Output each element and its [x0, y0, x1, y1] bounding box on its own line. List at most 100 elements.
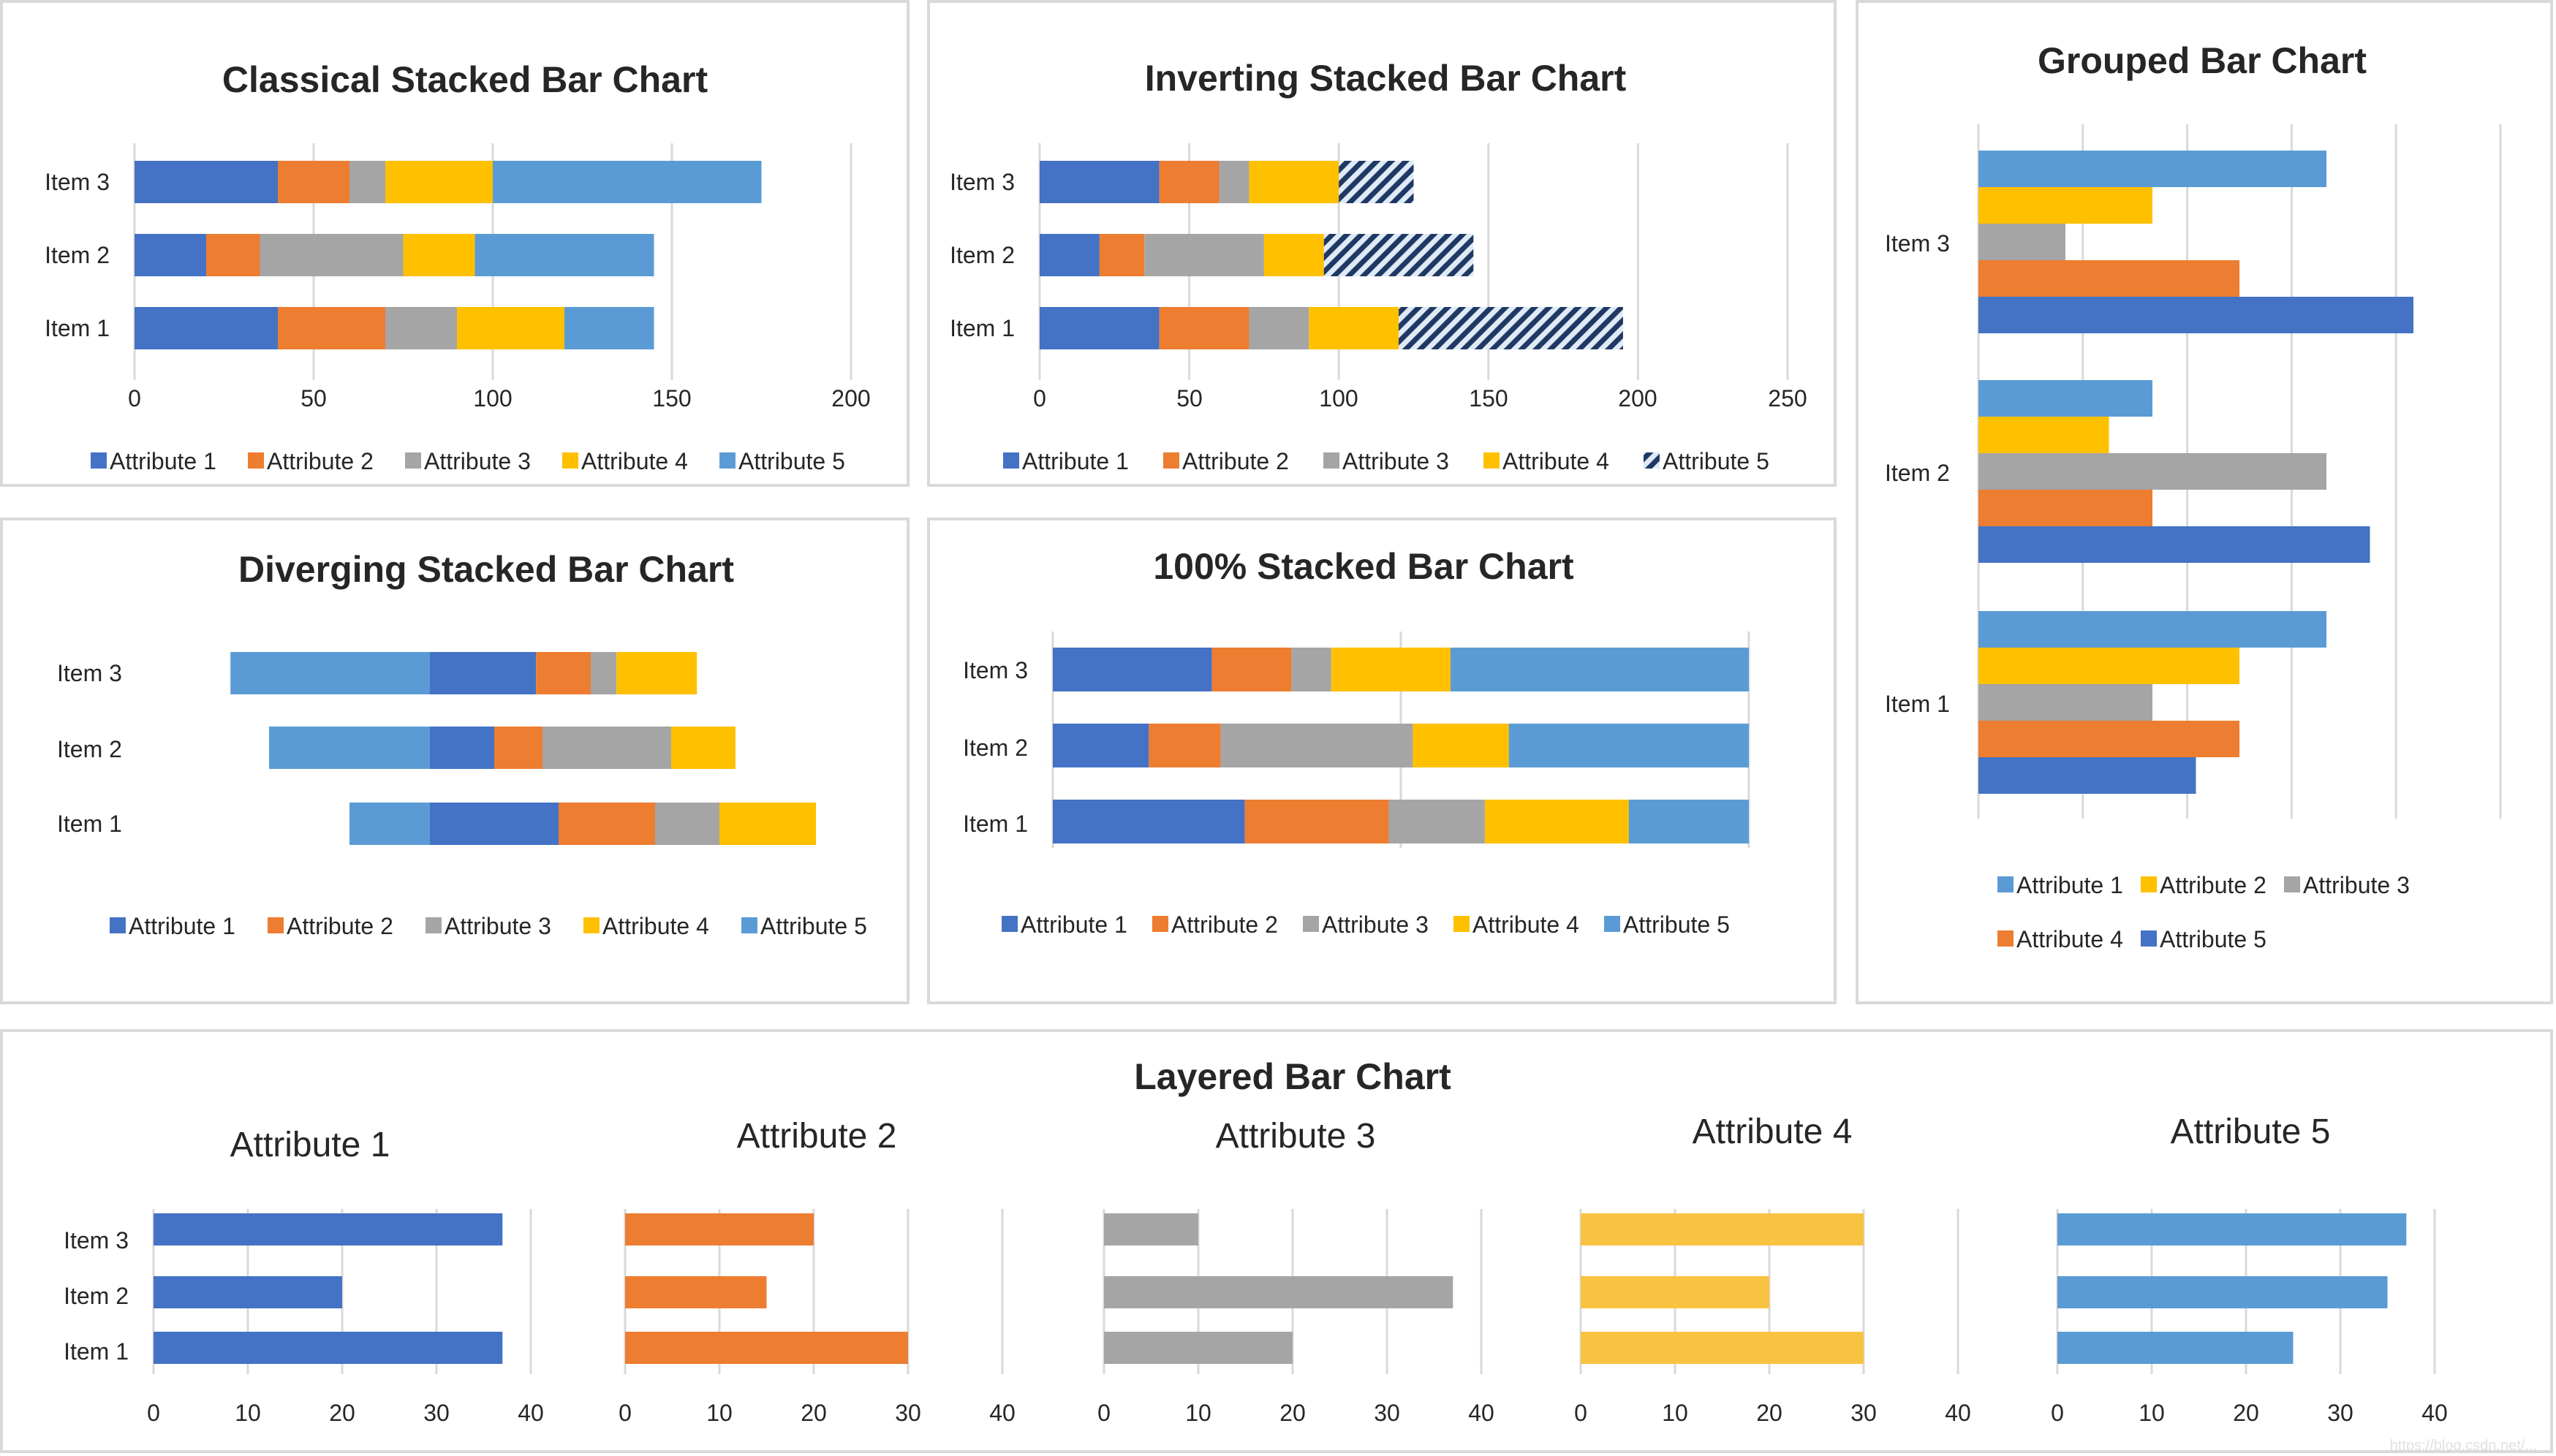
- inverting-tick-label: 200: [1618, 385, 1657, 412]
- layered-subtitle-1: Attribute 1: [230, 1126, 390, 1164]
- legend-swatch: [1003, 452, 1019, 469]
- percent-bar-segment: [1388, 800, 1485, 843]
- legend-swatch: [1163, 452, 1179, 469]
- legend-swatch: [2141, 930, 2157, 947]
- grouped-category-label: Item 1: [1885, 691, 1950, 717]
- percent-bar-segment: [1053, 648, 1212, 691]
- layered-tick-label: 10: [235, 1400, 261, 1426]
- inverting-bar-segment: [1249, 161, 1339, 203]
- layered-bar: [2057, 1332, 2294, 1364]
- legend-swatch: [2141, 876, 2157, 892]
- percent-bar-segment: [1451, 648, 1749, 691]
- percent-legend-label: Attribute 5: [1623, 911, 1730, 938]
- diverging-bar-segment: [230, 652, 430, 694]
- layered-tick-label: 20: [1756, 1400, 1782, 1426]
- inverting-tick-label: 250: [1768, 385, 1807, 412]
- layered-tick-label: 40: [518, 1400, 544, 1426]
- diverging-bar-segment: [494, 727, 542, 769]
- layered-tick-label: 40: [1468, 1400, 1494, 1426]
- classical-bar-segment: [278, 307, 385, 349]
- inverting-tick-label: 50: [1176, 385, 1203, 412]
- percent-bar-segment: [1413, 724, 1509, 767]
- grouped-bar: [1978, 417, 2109, 453]
- inverting-bar-segment: [1040, 307, 1160, 349]
- inverting-tick-label: 150: [1469, 385, 1508, 412]
- grouped-legend-label: Attribute 5: [2160, 926, 2266, 952]
- layered-subtitle-5: Attribute 5: [2171, 1112, 2331, 1151]
- classical-legend-label: Attribute 2: [267, 448, 374, 474]
- inverting-legend-label: Attribute 5: [1663, 448, 1769, 474]
- grouped-legend-label: Attribute 2: [2160, 872, 2266, 898]
- diverging-legend-label: Attribute 2: [287, 913, 393, 939]
- inverting-bar-segment: [1263, 234, 1324, 276]
- grouped-category-label: Item 2: [1885, 460, 1950, 486]
- legend-swatch: [741, 917, 757, 933]
- percent-bar-segment: [1053, 800, 1245, 843]
- classical-bar-segment: [403, 234, 475, 276]
- legend-swatch: [1152, 916, 1168, 932]
- classical-category-label: Item 1: [45, 315, 110, 341]
- percent-bar-segment: [1484, 800, 1629, 843]
- percent-bar-segment: [1220, 724, 1413, 767]
- diverging-bar-segment: [430, 727, 494, 769]
- legend-swatch: [1303, 916, 1319, 932]
- diverging-bar-segment: [269, 727, 430, 769]
- classical-category-label: Item 2: [45, 242, 110, 268]
- diverging-bar-segment: [591, 652, 617, 694]
- layered-tick-label: 0: [1574, 1400, 1587, 1426]
- legend-swatch: [1002, 916, 1018, 932]
- inverting-legend-label: Attribute 2: [1182, 448, 1289, 474]
- inverting-bar-segment: [1099, 234, 1145, 276]
- percent-bar-segment: [1628, 800, 1749, 843]
- classical-tick-label: 200: [831, 385, 870, 412]
- percent-bar-segment: [1053, 724, 1149, 767]
- legend-swatch: [1644, 452, 1660, 469]
- layered-category-label: Item 3: [64, 1227, 129, 1254]
- grouped-legend-label: Attribute 4: [2016, 926, 2123, 952]
- diverging-bar-segment: [655, 803, 719, 845]
- classical-bar-segment: [135, 234, 206, 276]
- classical-bar-segment: [385, 161, 493, 203]
- percent-category-label: Item 2: [963, 735, 1028, 761]
- grouped-bar: [1978, 260, 2239, 297]
- grouped-bar: [1978, 526, 2370, 563]
- classical-tick-label: 50: [300, 385, 327, 412]
- diverging-bar-segment: [430, 652, 537, 694]
- classical-bar-segment: [135, 161, 278, 203]
- classical-legend-label: Attribute 4: [581, 448, 688, 474]
- layered-bar: [154, 1276, 342, 1308]
- percent-bar-segment: [1211, 648, 1292, 691]
- diverging-category-label: Item 2: [57, 736, 122, 762]
- layered-bar: [625, 1213, 814, 1245]
- grouped-category-label: Item 3: [1885, 230, 1950, 257]
- layered-tick-label: 0: [619, 1400, 632, 1426]
- legend-swatch: [91, 452, 107, 469]
- legend-swatch: [268, 917, 284, 933]
- layered-tick-label: 0: [2051, 1400, 2064, 1426]
- diverging-category-label: Item 1: [57, 811, 122, 837]
- classical-tick-label: 0: [128, 385, 141, 412]
- layered-tick-label: 10: [1185, 1400, 1211, 1426]
- inverting-bar-segment: [1323, 234, 1474, 276]
- inverting-bar-segment: [1040, 234, 1100, 276]
- inverting-category-label: Item 3: [950, 169, 1015, 195]
- diverging-bar-segment: [430, 803, 559, 845]
- diverging-legend-label: Attribute 4: [602, 913, 709, 939]
- legend-swatch: [248, 452, 264, 469]
- grouped-bar: [1978, 453, 2326, 490]
- inverting-legend-label: Attribute 3: [1342, 448, 1449, 474]
- grouped-legend-label: Attribute 3: [2303, 872, 2410, 898]
- grouped-bar: [1978, 224, 2065, 260]
- percent-legend-label: Attribute 3: [1322, 911, 1429, 938]
- layered-tick-label: 40: [1945, 1400, 1971, 1426]
- percent-bar-segment: [1244, 800, 1389, 843]
- layered-subtitle-2: Attribute 2: [737, 1117, 897, 1156]
- layered-tick-label: 20: [1279, 1400, 1306, 1426]
- legend-swatch: [405, 452, 421, 469]
- grouped-chart-title: Grouped Bar Chart: [2038, 40, 2367, 81]
- layered-tick-label: 40: [989, 1400, 1016, 1426]
- classical-tick-label: 100: [473, 385, 512, 412]
- layered-tick-label: 10: [706, 1400, 733, 1426]
- diverging-legend-label: Attribute 3: [445, 913, 551, 939]
- diverging-category-label: Item 3: [57, 660, 122, 686]
